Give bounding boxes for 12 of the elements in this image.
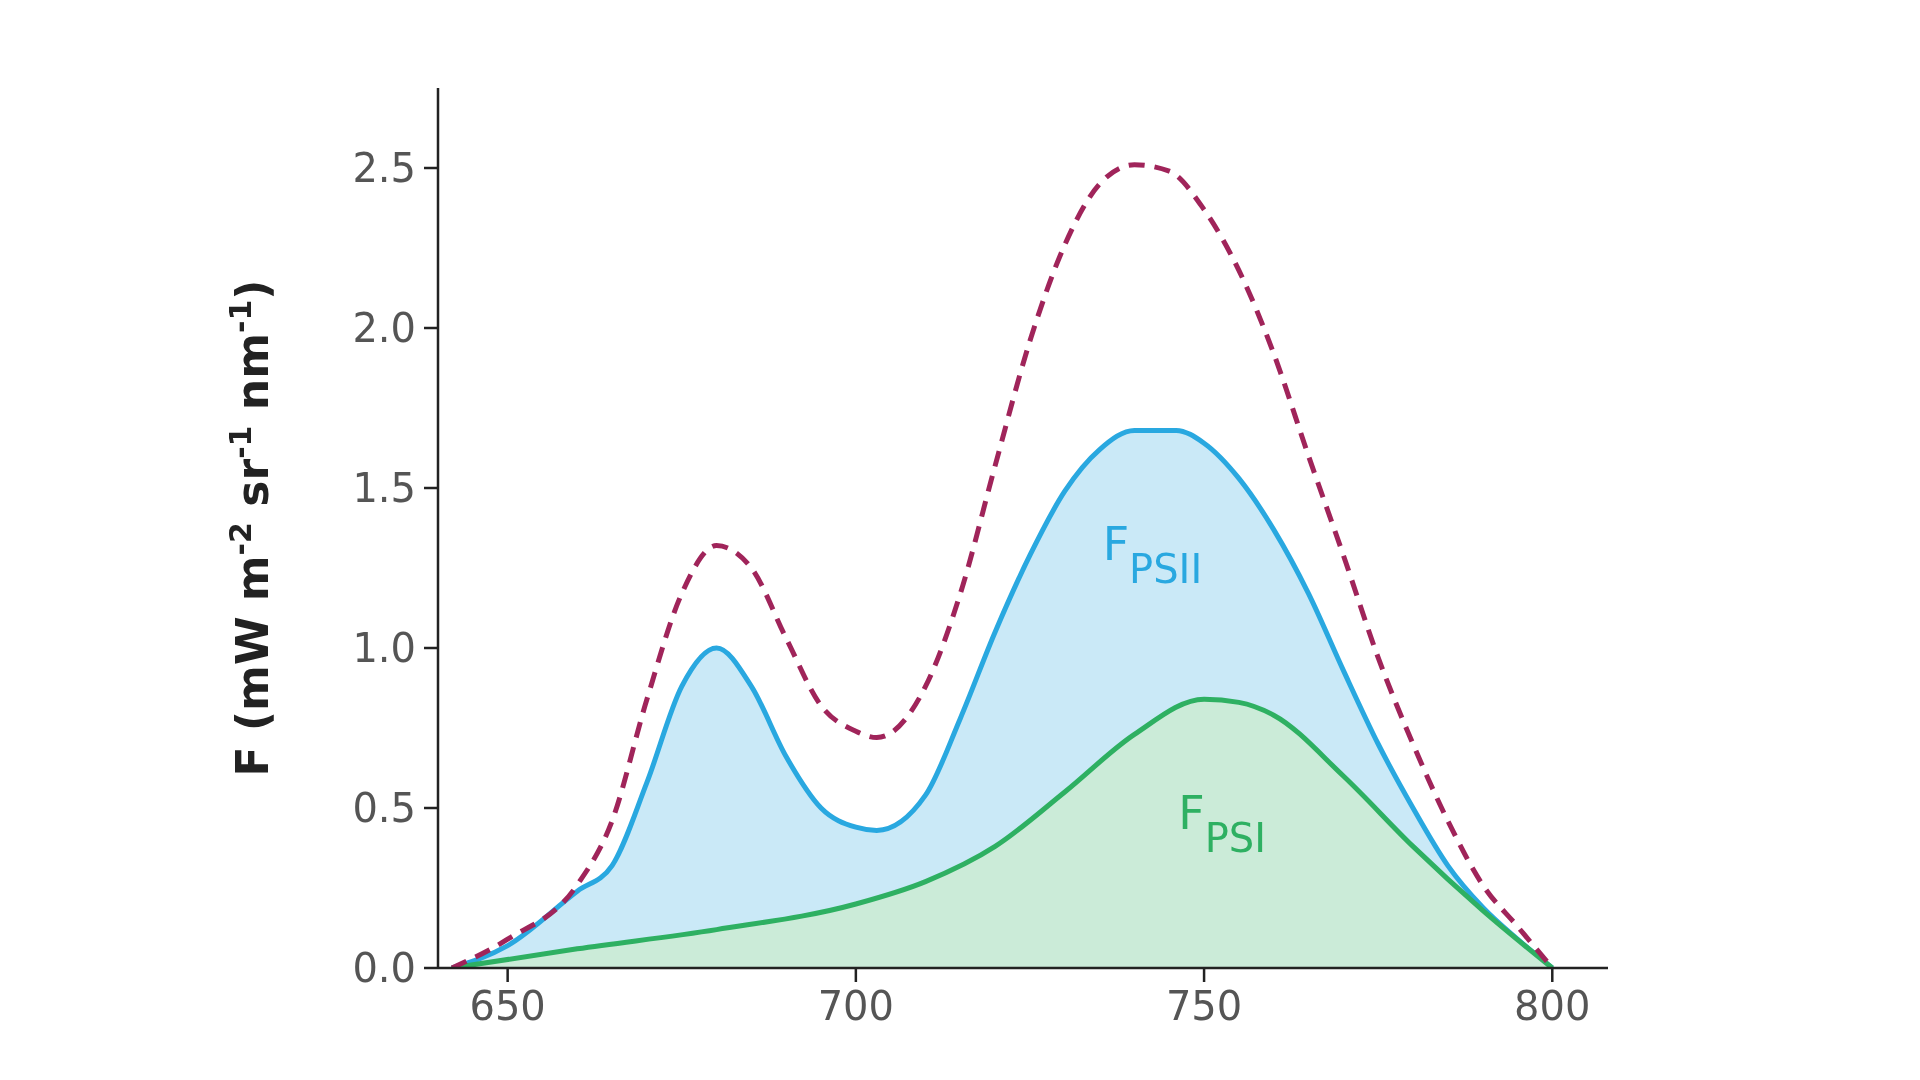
x-tick-label: 700: [817, 983, 895, 1030]
x-tick-label: 800: [1514, 983, 1591, 1030]
y-tick-label: 1.0: [352, 625, 416, 672]
y-tick-label: 0.0: [352, 945, 416, 992]
x-tick-label: 750: [1165, 983, 1243, 1030]
y-tick-label: 0.5: [352, 785, 416, 832]
x-tick-label: 650: [469, 983, 546, 1030]
y-tick-label: 1.5: [352, 465, 416, 512]
series-label: F$_{PSII}$: [1102, 517, 1203, 593]
y-tick-label: 2.0: [352, 305, 416, 352]
y-tick-label: 2.5: [352, 145, 416, 192]
series-label: F$_{PSI}$: [1178, 786, 1266, 862]
